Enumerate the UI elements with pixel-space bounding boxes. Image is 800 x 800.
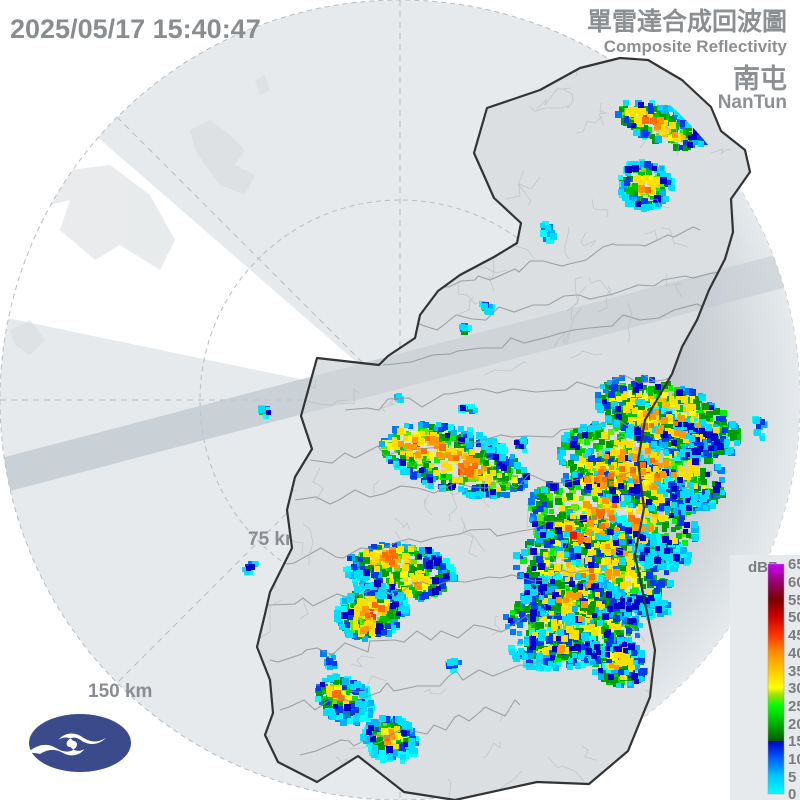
svg-text:Composite Reflectivity: Composite Reflectivity — [604, 37, 788, 56]
svg-text:25: 25 — [788, 698, 800, 715]
svg-text:65: 65 — [788, 556, 800, 573]
svg-text:南屯: 南屯 — [733, 64, 787, 94]
svg-text:50: 50 — [788, 609, 800, 626]
svg-text:35: 35 — [788, 663, 800, 680]
svg-text:40: 40 — [788, 645, 800, 662]
svg-text:5: 5 — [788, 769, 796, 786]
svg-text:NanTun: NanTun — [718, 92, 787, 113]
svg-text:45: 45 — [788, 627, 800, 644]
svg-text:55: 55 — [788, 592, 800, 609]
svg-text:15: 15 — [788, 733, 800, 750]
svg-text:0: 0 — [788, 786, 796, 800]
svg-text:20: 20 — [788, 716, 800, 733]
svg-text:單雷達合成回波圖: 單雷達合成回波圖 — [587, 7, 787, 36]
svg-text:30: 30 — [788, 680, 800, 697]
svg-text:10: 10 — [788, 751, 800, 768]
svg-text:150 km: 150 km — [88, 681, 152, 702]
svg-text:60: 60 — [788, 574, 800, 591]
svg-text:2025/05/17 15:40:47: 2025/05/17 15:40:47 — [10, 14, 261, 44]
